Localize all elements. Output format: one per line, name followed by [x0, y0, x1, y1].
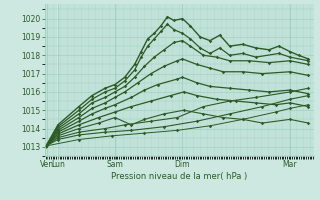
- X-axis label: Pression niveau de la mer( hPa ): Pression niveau de la mer( hPa ): [111, 172, 247, 181]
